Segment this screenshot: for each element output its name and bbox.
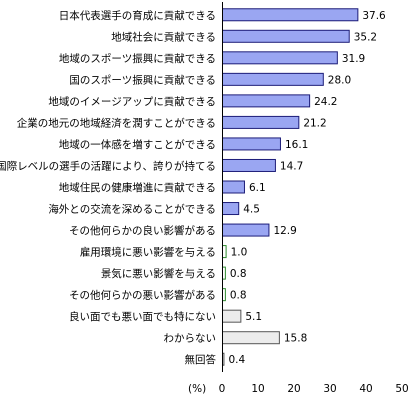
value-label: 37.6 [362, 10, 386, 22]
bar [222, 115, 300, 129]
category-label: 雇用環境に悪い影響を与える [80, 246, 216, 259]
category-label: 海外との交流を深めることができる [48, 203, 216, 216]
value-label: 15.8 [284, 333, 307, 345]
bar [222, 331, 280, 345]
category-label: 地域の一体感を増すことができる [59, 138, 216, 151]
category-label: 国のスポーツ振興に貢献できる [69, 73, 216, 86]
value-label: 4.5 [243, 204, 260, 216]
axes-group: 0 10 20 30 40 50 (%) [188, 2, 409, 395]
category-label: わからない [164, 333, 217, 345]
bar [222, 180, 245, 194]
x-tick-label: 40 [359, 383, 372, 395]
category-label: 地域のスポーツ振興に貢献できる [59, 52, 216, 65]
unit-label: (%) [188, 383, 206, 395]
bar [222, 202, 240, 216]
category-label: 良い面でも悪い面でも特にない [69, 310, 216, 323]
value-label: 0.8 [230, 268, 247, 280]
x-tick-label: 10 [251, 383, 264, 395]
value-label: 0.8 [230, 290, 247, 302]
value-label: 21.2 [303, 117, 326, 129]
value-label: 35.2 [354, 31, 377, 43]
bar [222, 8, 359, 22]
value-label: 5.1 [245, 311, 262, 323]
value-label: 28.0 [328, 74, 351, 86]
x-tick-label: 30 [323, 383, 336, 395]
bar [222, 158, 276, 172]
value-label: 12.9 [273, 225, 296, 237]
category-label: 無回答 [185, 353, 217, 366]
bar [222, 309, 242, 323]
category-label: 景気に悪い影響を与える [101, 267, 216, 280]
value-label: 14.7 [280, 160, 303, 172]
category-label: 地域のイメージアップに貢献できる [48, 95, 216, 108]
x-tick-label: 20 [287, 383, 300, 395]
bar [222, 72, 324, 86]
category-label: その他何らかの悪い影響がある [69, 289, 216, 302]
category-label: 地域住民の健康増進に貢献できる [59, 181, 216, 194]
value-label: 16.1 [285, 139, 308, 151]
bar [222, 51, 338, 65]
value-label: 31.9 [342, 53, 365, 65]
category-label: その他何らかの良い影響がある [69, 224, 216, 237]
bar [222, 223, 270, 237]
bar [222, 245, 227, 259]
x-tick-label: 0 [219, 383, 226, 395]
value-label: 24.2 [314, 96, 337, 108]
bars-group: 日本代表選手の育成に貢献できる 37.6 地域社会に貢献できる 35.2 地域のスポーツ… [0, 8, 386, 366]
category-label: 日本代表選手の育成に貢献できる [59, 9, 216, 22]
value-label: 0.4 [228, 354, 245, 366]
value-label: 6.1 [249, 182, 266, 194]
bar [222, 137, 281, 151]
category-label: 地域社会に貢献できる [111, 30, 216, 43]
value-label: 1.0 [231, 247, 248, 259]
bar [222, 29, 350, 43]
x-tick-label: 50 [395, 383, 408, 395]
bar [222, 94, 311, 108]
category-label: 国際レベルの選手の活躍により、誇りが持てる [0, 159, 216, 172]
category-label: 企業の地元の地域経済を潤すことができる [17, 116, 216, 129]
